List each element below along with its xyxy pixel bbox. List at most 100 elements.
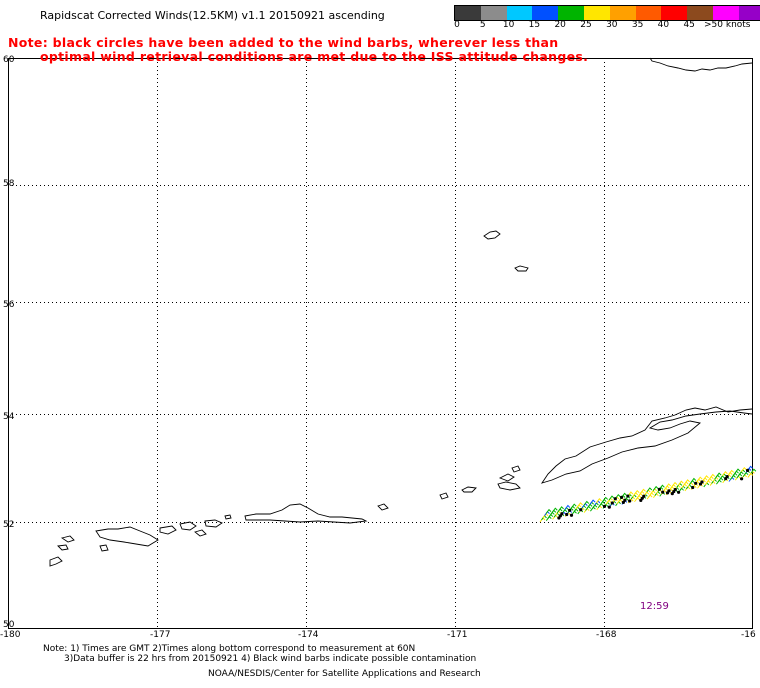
contamination-marker [579,508,583,512]
x-tick-label: -174 [298,630,319,640]
y-tick-label: 60 [3,55,15,65]
colorbar-swatch [558,6,584,20]
map-title: Rapidscat Corrected Winds(12.5KM) v1.1 2… [40,9,385,22]
wind-barb [696,476,703,482]
colorbar-label: 0 [454,20,460,30]
wind-barb [577,502,583,508]
coastlines [49,57,753,567]
colorbar-label: 15 [528,20,541,30]
credit-line: NOAA/NESDIS/Center for Satellite Applica… [208,669,481,679]
x-tick-label: -180 [0,630,21,640]
colorbar-label: 10 [502,20,515,30]
wind-barb [734,468,741,474]
contamination-marker [607,505,611,509]
wind-barbs [539,465,757,523]
contamination-marker [700,480,704,484]
time-label: 12:59 [640,601,669,612]
wind-barb [671,481,678,487]
colorbar-label: 35 [631,20,644,30]
contamination-marker [677,490,681,494]
wind-barb [583,500,590,506]
y-tick-label: 50 [3,620,15,630]
wind-barb [640,488,646,494]
colorbar-label: 5 [479,20,486,30]
wind-barb [614,493,621,500]
colorbar-label: 30 [606,20,618,30]
wind-barb [627,491,634,497]
colorbar-swatch [738,6,760,20]
colorbar-swatch [635,6,662,20]
x-tick-label: -16 [741,630,756,640]
footnote-line-1: Note: 1) Times are GMT 2)Times along bot… [43,644,416,654]
wind-barb [722,471,728,477]
warning-note-line-2: optimal wind retrieval conditions are me… [40,49,589,64]
map-frame [8,58,753,629]
contamination-marker [569,513,574,517]
contamination-marker [613,497,617,501]
wind-barb [633,489,640,495]
wind-barb [551,507,558,513]
contamination-marker [667,489,671,493]
y-tick-label: 54 [3,412,15,422]
contamination-marker [642,494,646,498]
colorbar-swatch [506,6,533,20]
colorbar-swatch [532,6,559,20]
y-tick-label: 56 [3,300,15,310]
wind-barb [602,496,609,502]
contamination-marker [565,512,569,517]
contamination-marker [628,499,632,503]
warning-note-line-1: Note: black circles have been added to t… [8,35,559,50]
colorbar-swatch [687,6,713,20]
grid-lines [8,58,752,628]
contamination-marker [673,487,677,492]
contamination-marker [560,512,564,516]
x-tick-label: -171 [447,630,467,640]
colorbar-label: 20 [554,20,566,30]
wind-barb [558,506,564,512]
colorbar-label: 45 [683,20,695,30]
colorbar-swatch [712,6,739,20]
wind-barb [690,477,697,483]
x-tick-label: -177 [150,630,170,640]
colorbar-label: 40 [657,20,670,30]
wind-barb [589,499,596,505]
wind-barb [709,473,716,479]
contamination-marker [657,487,662,491]
footnote-line-2: 3)Data buffer is 22 hrs from 20150921 4)… [64,654,477,664]
contamination-marker [626,494,630,498]
wind-barb [750,468,757,474]
wind-barb [747,465,753,471]
colorbar-swatch [609,6,636,20]
wind-barb [564,504,571,510]
y-tick-label: 58 [3,179,15,189]
wind-barb [545,508,552,514]
x-tick-label: -168 [596,630,617,640]
wind-barb [652,485,659,491]
contamination-marker [661,490,665,494]
contamination-marker [610,501,614,505]
contamination-marker [691,485,695,490]
contamination-marker [568,508,572,512]
wind-barb [608,495,615,501]
contamination-marker [740,477,744,481]
contamination-marker [725,474,729,479]
wind-barb [646,487,653,493]
wind-barb [728,469,735,475]
wind-barb [715,472,722,478]
contamination-marker [602,504,607,508]
y-tick-label: 52 [3,520,14,530]
wind-barb [659,484,665,490]
contamination-marker [694,481,698,485]
wind-barb [677,480,684,486]
colorbar-swatch [583,6,610,20]
wind-barb [570,503,577,509]
wind-barb [621,492,627,498]
wind-barb [740,466,747,473]
colorbar-labels: 0 5 10 15 20 25 30 35 40 45 >50 knots [454,20,760,32]
colorbar-swatch [661,6,688,20]
colorbar-label: >50 knots [704,20,751,30]
wind-barb [703,475,709,481]
wind-barb [596,498,602,504]
colorbar-swatch [455,6,481,20]
